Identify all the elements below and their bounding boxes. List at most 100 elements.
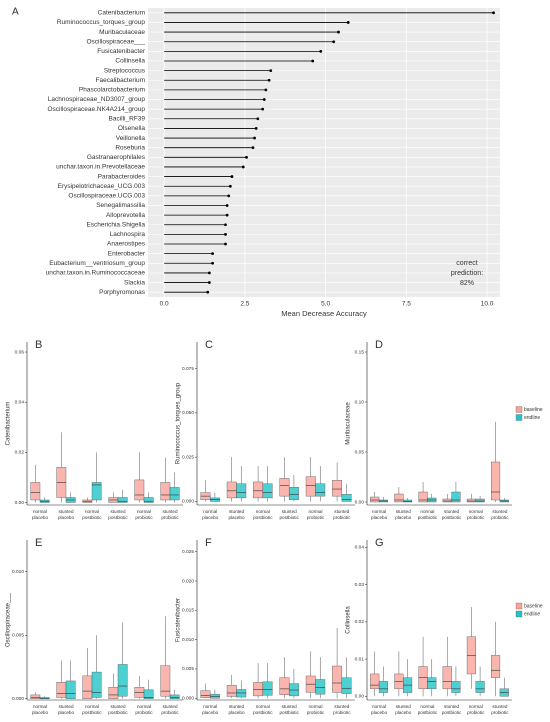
y-axis-title: Fusicatenibacter (176, 598, 182, 642)
y-tick-label: Slackia (124, 279, 145, 286)
lollipop-dot (227, 194, 231, 198)
y-tick-label: Ruminococcus_torques_group (57, 19, 146, 26)
y-tick-label: 0.00 (15, 500, 25, 506)
x-tick-label: 2.5 (240, 301, 249, 308)
y-tick-label: Lachnospira (110, 231, 146, 238)
lollipop-dot (224, 232, 227, 236)
panel-label: B (35, 339, 42, 351)
y-tick-label: Phascolarctobacterium (79, 87, 145, 94)
x-tick-label: stunted probiotic (333, 509, 351, 520)
box (117, 497, 128, 503)
box (466, 498, 476, 503)
lollipop-dot (225, 213, 229, 217)
x-tick-label: normal probiotic (135, 704, 153, 715)
y-tick-label: Fusicatenibacter (97, 48, 146, 55)
box (475, 681, 485, 693)
box (30, 482, 41, 501)
box (442, 666, 452, 690)
lollipop-dot (337, 30, 340, 34)
box (160, 482, 171, 501)
y-axis-title: Collinsella (346, 606, 352, 634)
x-tick-label: stunted postbiotic (108, 704, 128, 715)
lollipop-dot (207, 281, 211, 284)
y-tick-label: 0.050 (182, 410, 194, 416)
x-tick-label: 5.0 (321, 301, 330, 308)
lollipop-dot (251, 146, 255, 150)
box (370, 496, 380, 503)
lollipop-dot (319, 49, 323, 53)
lollipop-dot (224, 242, 227, 246)
x-tick-label: stunted probiotic (491, 704, 509, 715)
box (56, 682, 67, 698)
y-tick-label: 0.03 (355, 582, 365, 588)
box (279, 478, 290, 497)
box (169, 694, 180, 699)
x-tick-label: 10.0 (481, 301, 494, 308)
y-tick-label: 0.000 (182, 696, 194, 702)
x-tick-label: stunted placebo (58, 704, 75, 715)
box (451, 681, 461, 693)
box (134, 479, 145, 501)
box (82, 675, 93, 699)
x-tick-label: normal placebo (32, 509, 49, 520)
box (108, 687, 119, 699)
box (403, 499, 413, 503)
x-tick-label: stunted probiotic (333, 704, 351, 715)
annotation: 82% (460, 280, 474, 287)
y-tick-label: Escherichia.Shigella (86, 221, 145, 228)
box (91, 482, 102, 501)
y-axis-title: Oscillospiraceae___ (6, 592, 12, 647)
y-tick-label: 0.005 (12, 633, 24, 639)
y-tick-label: Bacilli_RF39 (109, 116, 146, 123)
y-tick-label: Collinsella (115, 58, 145, 65)
box (91, 671, 102, 698)
annotation: prediction: (451, 270, 483, 277)
y-tick-label: 0.01 (355, 656, 365, 662)
box (160, 665, 171, 697)
y-tick-label: Enterobacter (108, 250, 146, 257)
lollipop-dot (332, 40, 336, 44)
lollipop-dot (261, 107, 265, 111)
y-tick-label: Erysipelotrichaceae_UCG.003 (58, 183, 146, 190)
x-tick-label: normal probiotic (467, 509, 485, 520)
y-tick-label: unchar.taxon.in.Ruminococcaceae (46, 270, 146, 277)
box (288, 487, 299, 500)
y-tick-label: Eubacterium__ventriosum_group (49, 260, 145, 267)
y-tick-label: Gastranaerophilales (87, 154, 146, 161)
x-tick-label: stunted placebo (395, 509, 412, 520)
box (169, 487, 180, 501)
x-tick-label: stunted postbiotic (442, 509, 462, 520)
box (394, 493, 404, 503)
y-tick-label: 0.010 (182, 637, 194, 643)
lollipop-dot (254, 127, 258, 130)
lollipop-dot (211, 261, 214, 265)
y-tick-label: 0.000 (12, 696, 24, 702)
box (200, 690, 211, 698)
y-tick-label: Roseburia (115, 144, 145, 151)
x-tick-label: normal placebo (371, 509, 388, 520)
x-tick-label: stunted placebo (395, 704, 412, 715)
y-tick-label: 0.02 (355, 619, 365, 625)
lollipop-dot (267, 78, 271, 82)
box (253, 481, 264, 499)
y-tick-label: 0.000 (182, 499, 194, 505)
legend-label: endline (524, 611, 540, 617)
legend-label: baseline (524, 603, 543, 609)
y-tick-label: 0.010 (12, 569, 24, 575)
lollipop-dot (230, 175, 234, 178)
y-tick-label: Oscillospiraceae.UCG.003 (68, 193, 145, 200)
lollipop-dot (207, 271, 211, 275)
y-tick-label: Catenibacterium (98, 10, 145, 17)
x-tick-label: 7.5 (402, 301, 411, 308)
lollipop-dot (492, 11, 495, 15)
y-axis-title: Catenibacterium (6, 402, 12, 446)
lollipop-dot (253, 136, 256, 140)
y-tick-label: 0.10 (355, 399, 365, 405)
x-tick-label: stunted postbiotic (108, 509, 128, 520)
box (341, 494, 352, 502)
box (427, 677, 437, 690)
panel-label: C (205, 339, 213, 351)
x-tick-label: normal placebo (371, 704, 388, 715)
y-tick-label: 0.015 (182, 608, 194, 614)
